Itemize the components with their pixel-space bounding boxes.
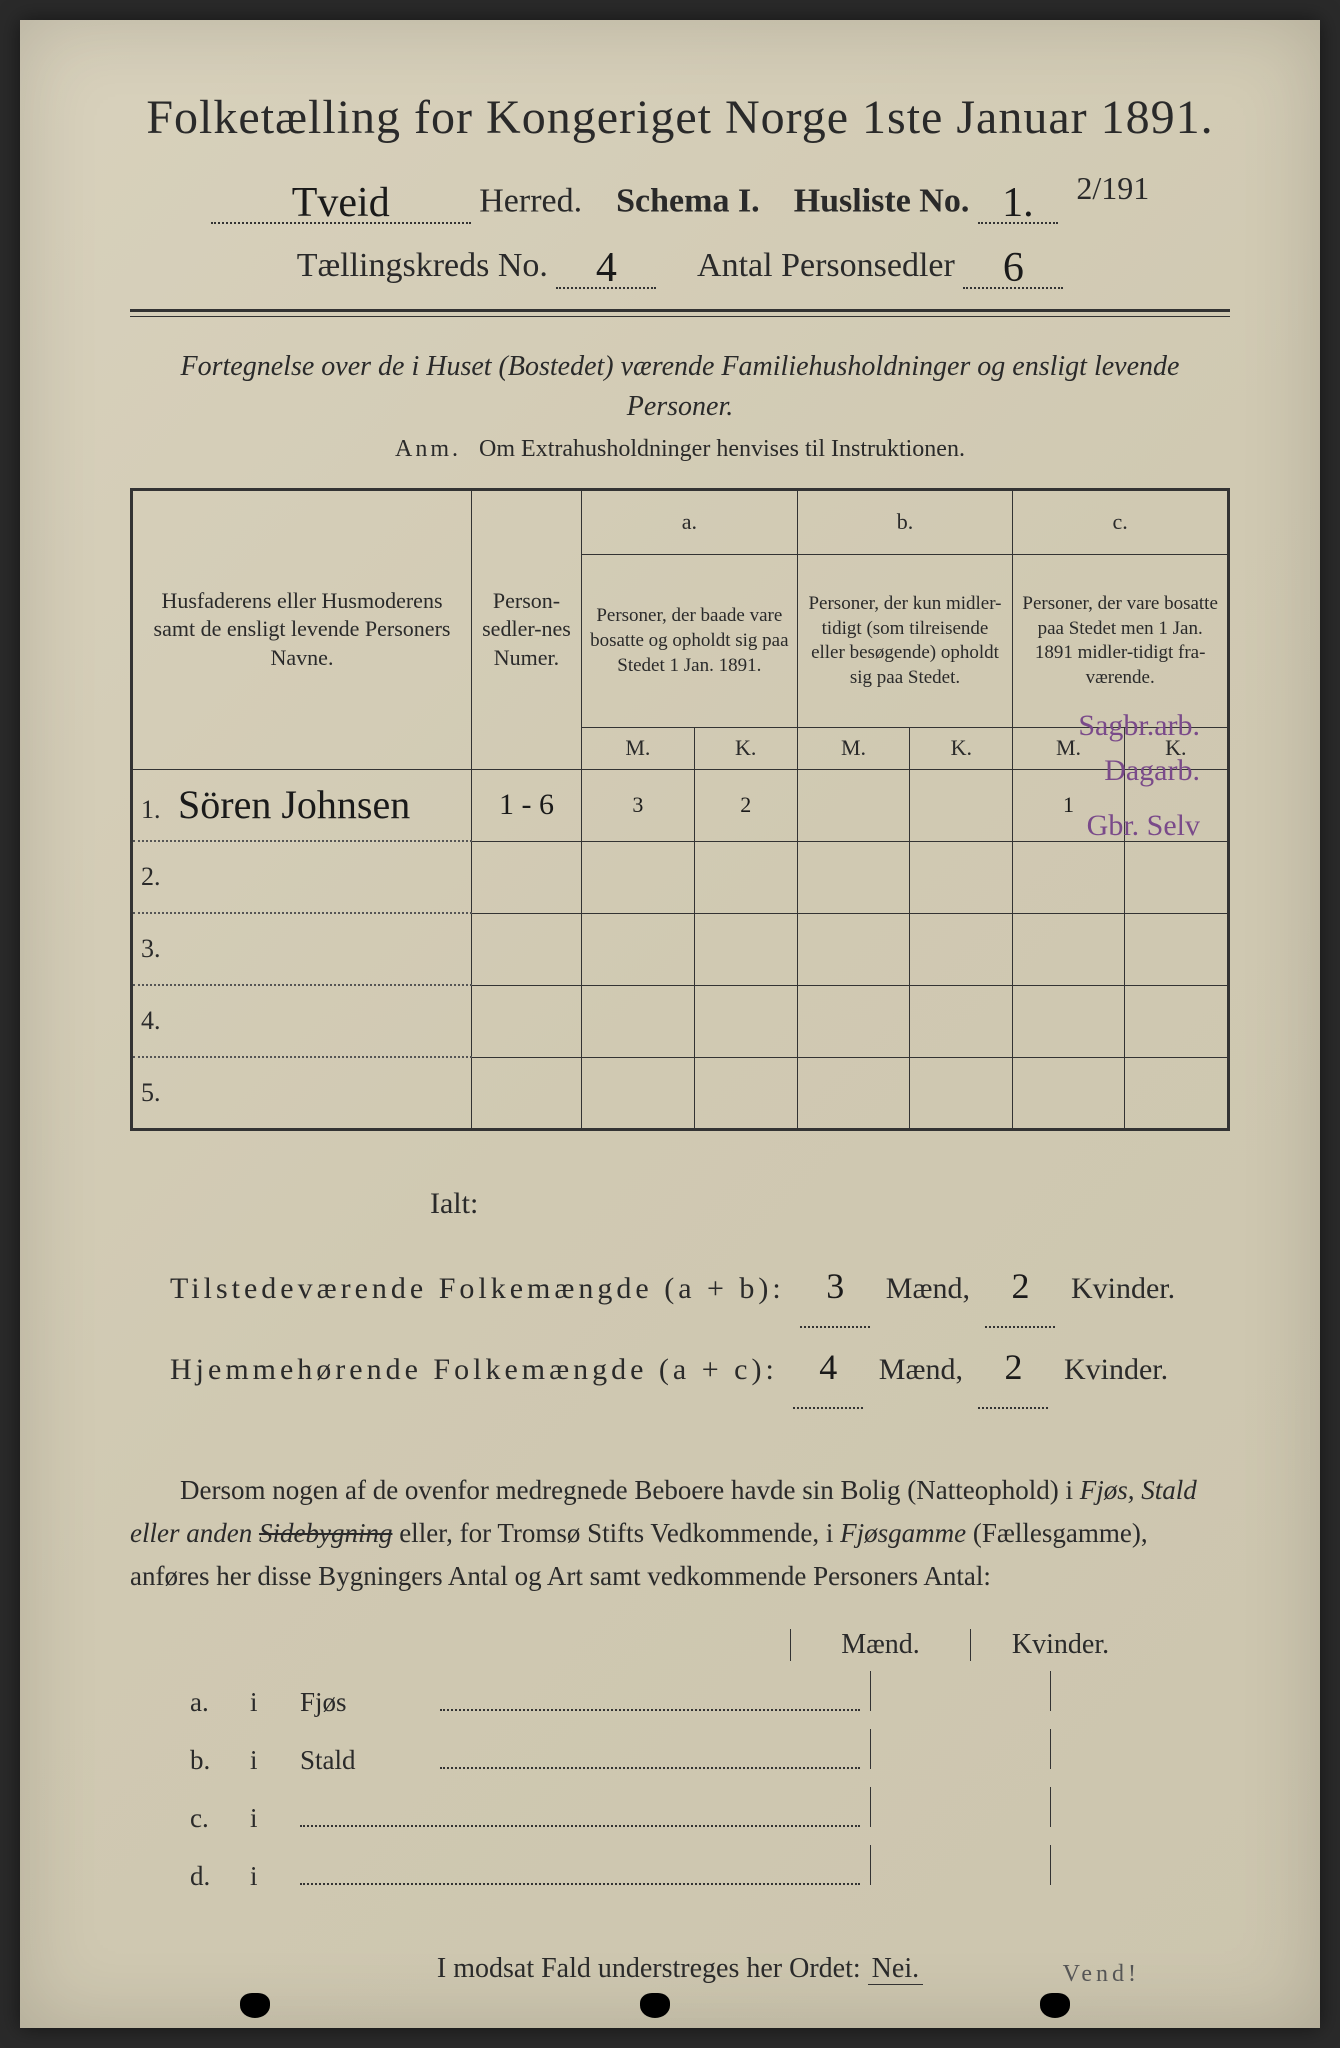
kreds-label: Tællingskreds No. <box>297 247 548 284</box>
annotation-line: Anm. Om Extrahusholdninger henvises til … <box>130 436 1230 463</box>
cell-ak: 2 <box>694 769 797 841</box>
col-header-personsedler: Person-sedler-nes Numer. <box>472 489 582 769</box>
person-name: Sören Johnsen <box>178 782 410 827</box>
husliste-label: Husliste No. <box>794 182 970 219</box>
census-table: Husfaderens eller Husmoderens samt de en… <box>130 488 1230 1131</box>
binding-mark-icon <box>640 1993 670 2018</box>
schema-label: Schema I. <box>616 182 760 219</box>
mk-column-header: Mænd. Kvinder. <box>130 1629 1230 1661</box>
husliste-frac: 2/191 <box>1076 170 1149 207</box>
col-header-c: Personer, der vare bosatte paa Stedet me… <box>1013 555 1229 728</box>
margin-note-1: Sagbr.arb. <box>1078 708 1200 744</box>
anm-text: Om Extrahusholdninger henvises til Instr… <box>479 436 965 462</box>
col-header-name: Husfaderens eller Husmoderens samt de en… <box>132 489 472 769</box>
herred-value: Tveid <box>292 180 390 226</box>
col-b-k: K. <box>910 728 1013 770</box>
present-women: 2 <box>985 1247 1055 1328</box>
table-row: 5. <box>132 1057 1229 1129</box>
form-subtitle: Fortegnelse over de i Huset (Bostedet) v… <box>130 347 1230 425</box>
header-line-3: Tællingskreds No. 4 Antal Personsedler 6 <box>130 239 1230 289</box>
binding-mark-icon <box>1040 1993 1070 2018</box>
margin-note-2: Dagarb. <box>1104 753 1200 789</box>
building-row: d. i <box>190 1845 1230 1903</box>
herred-label: Herred. <box>479 182 582 219</box>
present-men: 3 <box>800 1247 870 1328</box>
ialt-label: Ialt: <box>430 1171 1230 1237</box>
table-wrapper: Sagbr.arb. Dagarb. Gbr. Selv Husfaderens… <box>130 488 1230 1131</box>
binding-mark-icon <box>240 1993 270 2018</box>
col-letter-a: a. <box>582 489 798 555</box>
page-title: Folketælling for Kongeriget Norge 1ste J… <box>130 90 1230 145</box>
col-letter-c: c. <box>1013 489 1229 555</box>
husliste-value: 1. <box>1002 180 1034 226</box>
cell-bm <box>797 769 910 841</box>
resident-men: 4 <box>793 1328 863 1409</box>
anm-label: Anm. <box>395 436 461 462</box>
table-row: 1. Sören Johnsen 1 - 6 3 2 1 <box>132 769 1229 841</box>
table-row: 3. <box>132 913 1229 985</box>
turn-over-label: Vend! <box>1063 1961 1140 1988</box>
building-row: c. i <box>190 1787 1230 1845</box>
building-row: a. i Fjøs <box>190 1671 1230 1729</box>
kvinder-header: Kvinder. <box>970 1629 1150 1661</box>
col-a-m: M. <box>582 728 695 770</box>
col-a-k: K. <box>694 728 797 770</box>
table-row: 4. <box>132 985 1229 1057</box>
resident-women: 2 <box>978 1328 1048 1409</box>
nei-underlined: Nei. <box>868 1953 923 1985</box>
totals-section: Ialt: Tilstedeværende Folkemængde (a + b… <box>170 1171 1230 1409</box>
cell-bk <box>910 769 1013 841</box>
building-list: a. i Fjøs b. i Stald c. i d. i <box>190 1671 1230 1903</box>
divider-rule <box>130 309 1230 317</box>
col-header-a: Personer, der baade vare bosatte og opho… <box>582 555 798 728</box>
margin-note-3: Gbr. Selv <box>1087 808 1200 844</box>
census-form-page: Folketælling for Kongeriget Norge 1ste J… <box>20 20 1320 2028</box>
person-numbers: 1 - 6 <box>472 769 582 841</box>
table-row: 2. <box>132 841 1229 913</box>
antal-value: 6 <box>1003 245 1024 291</box>
kreds-value: 4 <box>596 245 617 291</box>
cell-am: 3 <box>582 769 695 841</box>
building-row: b. i Stald <box>190 1729 1230 1787</box>
col-b-m: M. <box>797 728 910 770</box>
maend-header: Mænd. <box>790 1629 970 1661</box>
header-line-2: Tveid Herred. Schema I. Husliste No. 1. … <box>130 170 1230 224</box>
antal-label: Antal Personsedler <box>697 247 955 284</box>
totals-present: Tilstedeværende Folkemængde (a + b): 3 M… <box>170 1247 1230 1328</box>
totals-resident: Hjemmehørende Folkemængde (a + c): 4 Mæn… <box>170 1328 1230 1409</box>
instructions-paragraph: Dersom nogen af de ovenfor medregnede Be… <box>130 1469 1230 1599</box>
col-header-b: Personer, der kun midler-tidigt (som til… <box>797 555 1013 728</box>
col-letter-b: b. <box>797 489 1013 555</box>
